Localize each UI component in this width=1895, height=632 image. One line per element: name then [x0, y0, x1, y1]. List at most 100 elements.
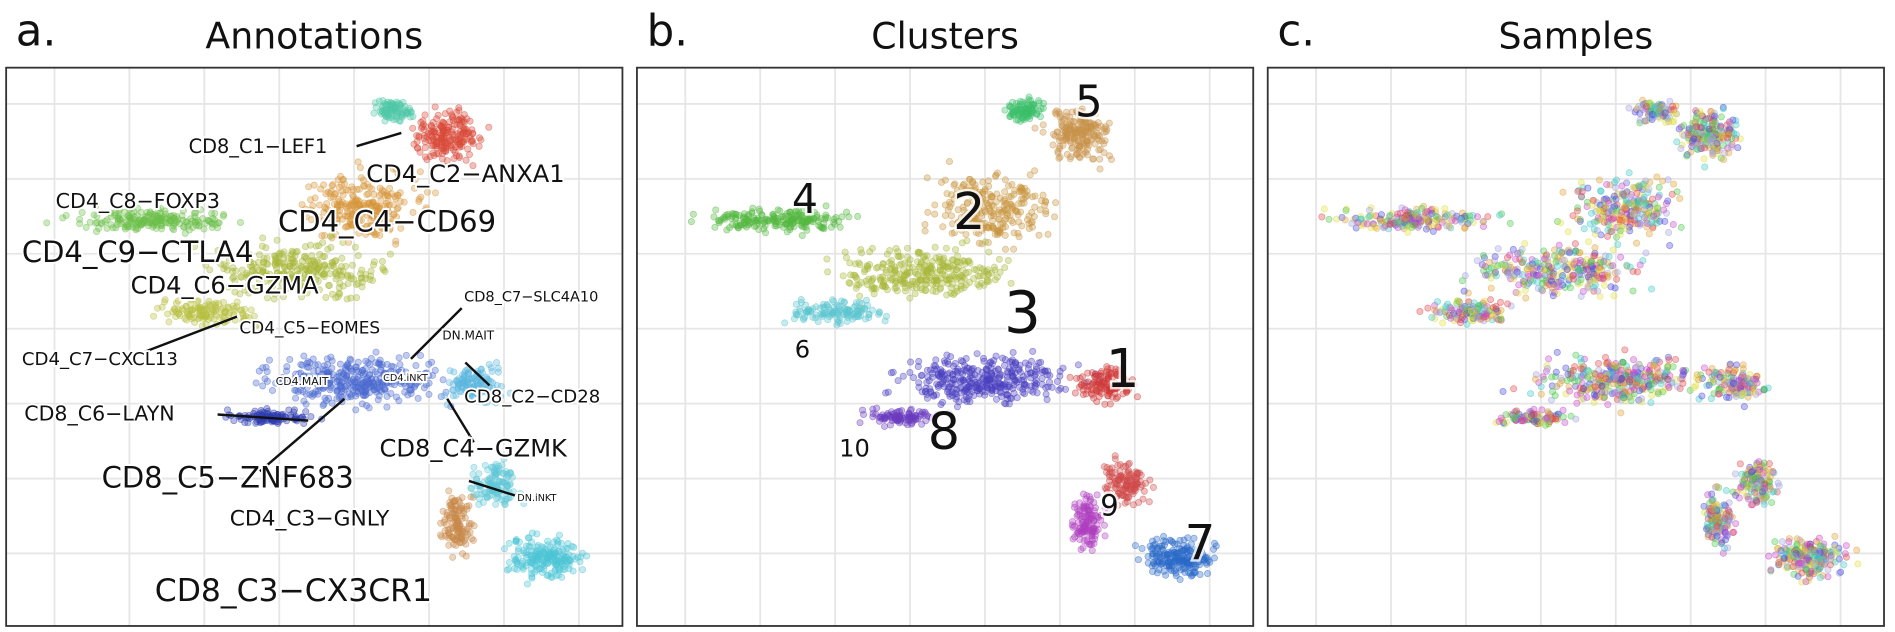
cell-point [1107, 156, 1115, 164]
cell-point [887, 256, 895, 264]
cell-point [1457, 216, 1465, 224]
cell-point [988, 201, 996, 209]
cell-point [559, 566, 567, 574]
cell-point [414, 394, 422, 402]
cell-point [415, 195, 423, 203]
cell-point [379, 264, 387, 272]
cell-point [812, 303, 820, 311]
cell-point [247, 306, 255, 314]
cell-point [1341, 216, 1349, 224]
cell-point [1092, 527, 1100, 535]
cell-point [1001, 245, 1010, 253]
cell-point [305, 363, 313, 371]
cell-point [419, 117, 427, 125]
cell-point [982, 268, 990, 276]
cell-point [1095, 379, 1103, 387]
cell-point [90, 211, 98, 219]
cell-point [815, 222, 823, 230]
cell-point [552, 572, 560, 580]
cell-point [456, 140, 464, 148]
cell-point [1100, 128, 1108, 136]
cell-point [1004, 257, 1012, 265]
cell-point [1474, 213, 1482, 221]
cell-point [398, 111, 406, 119]
cell-point [1044, 230, 1052, 238]
cell-point [1096, 155, 1104, 163]
cell-point [1008, 369, 1016, 377]
cell-point [492, 500, 500, 508]
cell-point [328, 399, 336, 407]
cell-point [1031, 379, 1039, 387]
cell-point [374, 396, 382, 404]
cell-point [723, 226, 731, 234]
cell-point [1006, 394, 1014, 402]
cell-point [755, 225, 763, 233]
cell-point [1670, 110, 1678, 118]
cell-point [449, 386, 457, 394]
cell-point [491, 470, 499, 478]
cell-point [1002, 400, 1010, 408]
cell-point [372, 348, 380, 356]
cell-point [354, 252, 362, 260]
cell-point [1009, 218, 1017, 226]
cell-point [334, 176, 342, 184]
cell-point [1158, 544, 1166, 553]
cell-point [469, 536, 477, 544]
cell-point [1086, 493, 1094, 501]
cell-point [1133, 469, 1141, 477]
cell-point [995, 255, 1003, 263]
cell-point [1696, 108, 1704, 116]
cell-point [818, 312, 826, 320]
cell-point [877, 276, 885, 284]
cell-point [1019, 388, 1027, 396]
cell-point [351, 378, 359, 386]
cell-point [836, 223, 844, 231]
cell-point [921, 221, 929, 229]
cell-point [528, 570, 536, 578]
cell-point [1506, 219, 1514, 227]
cell-point [1096, 165, 1104, 173]
cell-point [215, 219, 223, 227]
cell-point [446, 107, 454, 115]
cell-point [943, 259, 951, 267]
cell-point [1054, 147, 1062, 155]
cell-point [931, 201, 939, 209]
cell-point [1165, 561, 1173, 569]
cell-point [452, 541, 460, 549]
cell-point [1711, 125, 1719, 133]
cell-point [860, 410, 868, 418]
cell-point [447, 501, 455, 509]
cell-point [498, 478, 506, 486]
cell-point [843, 208, 851, 216]
cell-point [414, 144, 422, 152]
cell-point [1652, 110, 1660, 118]
cell-point [1071, 389, 1079, 397]
cell-point [160, 298, 168, 306]
cell-point [172, 299, 180, 307]
cell-point [179, 306, 187, 314]
cell-point [437, 519, 445, 527]
cell-point [443, 511, 451, 519]
cell-point [577, 553, 585, 561]
cell-point [465, 502, 473, 510]
cell-point [1035, 231, 1043, 239]
cell-point [442, 144, 450, 152]
cell-point [1038, 366, 1046, 374]
cell-point [523, 580, 531, 588]
cell-point [1090, 540, 1098, 548]
cell-point [1016, 368, 1024, 376]
cell-point [475, 500, 483, 508]
cell-point [1373, 224, 1381, 232]
cell-point [445, 541, 453, 549]
cell-point [442, 521, 450, 529]
cell-point [86, 218, 94, 226]
cell-point [511, 565, 519, 573]
cell-point [1033, 110, 1041, 118]
cell-point [421, 138, 429, 146]
cell-point [415, 132, 423, 140]
cell-point [195, 311, 203, 319]
cell-point [951, 246, 959, 254]
cell-point [356, 164, 364, 172]
cell-point [335, 196, 343, 204]
cell-point [1379, 224, 1387, 232]
